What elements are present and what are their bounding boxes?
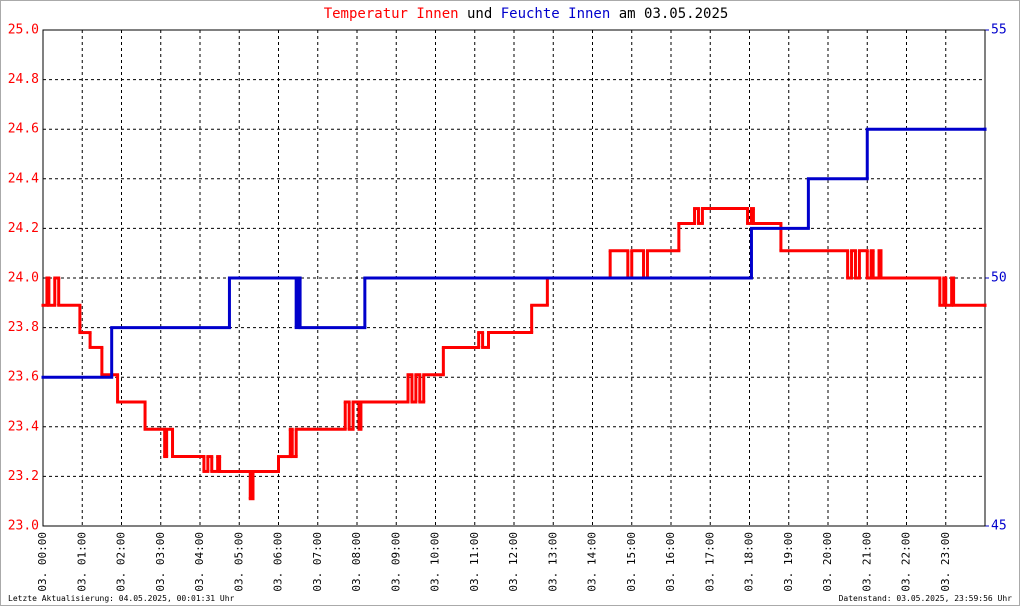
x-tick-label: 03. 15:00 xyxy=(625,532,638,592)
y-tick-label: 24.2 xyxy=(8,221,39,236)
x-tick-label: 03. 20:00 xyxy=(821,532,834,592)
x-tick-label: 03. 23:00 xyxy=(939,532,952,592)
y-tick-label: 23.8 xyxy=(8,320,39,335)
chart-title: Temperatur Innen und Feuchte Innen am 03… xyxy=(324,6,729,22)
x-tick-label: 03. 02:00 xyxy=(115,532,128,592)
x-tick-label: 03. 17:00 xyxy=(703,532,716,592)
x-tick-label: 03. 21:00 xyxy=(860,532,873,592)
x-tick-label: 03. 04:00 xyxy=(193,532,206,592)
y2-tick-label: 45 xyxy=(991,519,1007,534)
x-tick-label: 03. 10:00 xyxy=(429,532,442,592)
x-tick-label: 03. 12:00 xyxy=(507,532,520,592)
series-line xyxy=(41,127,987,379)
series-line xyxy=(41,207,987,501)
x-tick-label: 03. 03:00 xyxy=(154,532,167,592)
y-tick-label: 23.4 xyxy=(8,419,39,434)
title-date: am 03.05.2025 xyxy=(619,6,729,22)
x-tick-label: 03. 05:00 xyxy=(232,532,245,592)
footer-right: Datenstand: 03.05.2025, 23:59:56 Uhr xyxy=(839,594,1013,603)
x-tick-label: 03. 13:00 xyxy=(546,532,559,592)
y2-tick-label: 50 xyxy=(991,271,1007,286)
x-tick-label: 03. 11:00 xyxy=(468,532,481,592)
title-join: und xyxy=(467,6,492,22)
x-tick-label: 03. 01:00 xyxy=(75,532,88,592)
x-tick-label: 03. 06:00 xyxy=(272,532,285,592)
x-tick-label: 03. 16:00 xyxy=(664,532,677,592)
y-tick-label: 23.0 xyxy=(8,519,39,534)
y-tick-label: 23.2 xyxy=(8,469,39,484)
footer-left: Letzte Aktualisierung: 04.05.2025, 00:01… xyxy=(8,594,235,603)
y-tick-label: 23.6 xyxy=(8,370,39,385)
x-tick-label: 03. 14:00 xyxy=(586,532,599,592)
x-tick-label: 03. 08:00 xyxy=(350,532,363,592)
x-tick-label: 03. 00:00 xyxy=(36,532,49,592)
y2-tick-label: 55 xyxy=(991,23,1007,38)
x-tick-label: 03. 09:00 xyxy=(389,532,402,592)
title-hum: Feuchte Innen xyxy=(501,6,611,22)
plot-border xyxy=(42,29,986,527)
y-tick-label: 24.0 xyxy=(8,271,39,286)
y-tick-label: 25.0 xyxy=(8,23,39,38)
title-temp: Temperatur Innen xyxy=(324,6,459,22)
x-tick-label: 03. 22:00 xyxy=(900,532,913,592)
x-tick-label: 03. 07:00 xyxy=(311,532,324,592)
y-tick-label: 24.8 xyxy=(8,72,39,87)
x-tick-label: 03. 18:00 xyxy=(743,532,756,592)
y-tick-label: 24.4 xyxy=(8,171,39,186)
x-tick-label: 03. 19:00 xyxy=(782,532,795,592)
y-tick-label: 24.6 xyxy=(8,122,39,137)
